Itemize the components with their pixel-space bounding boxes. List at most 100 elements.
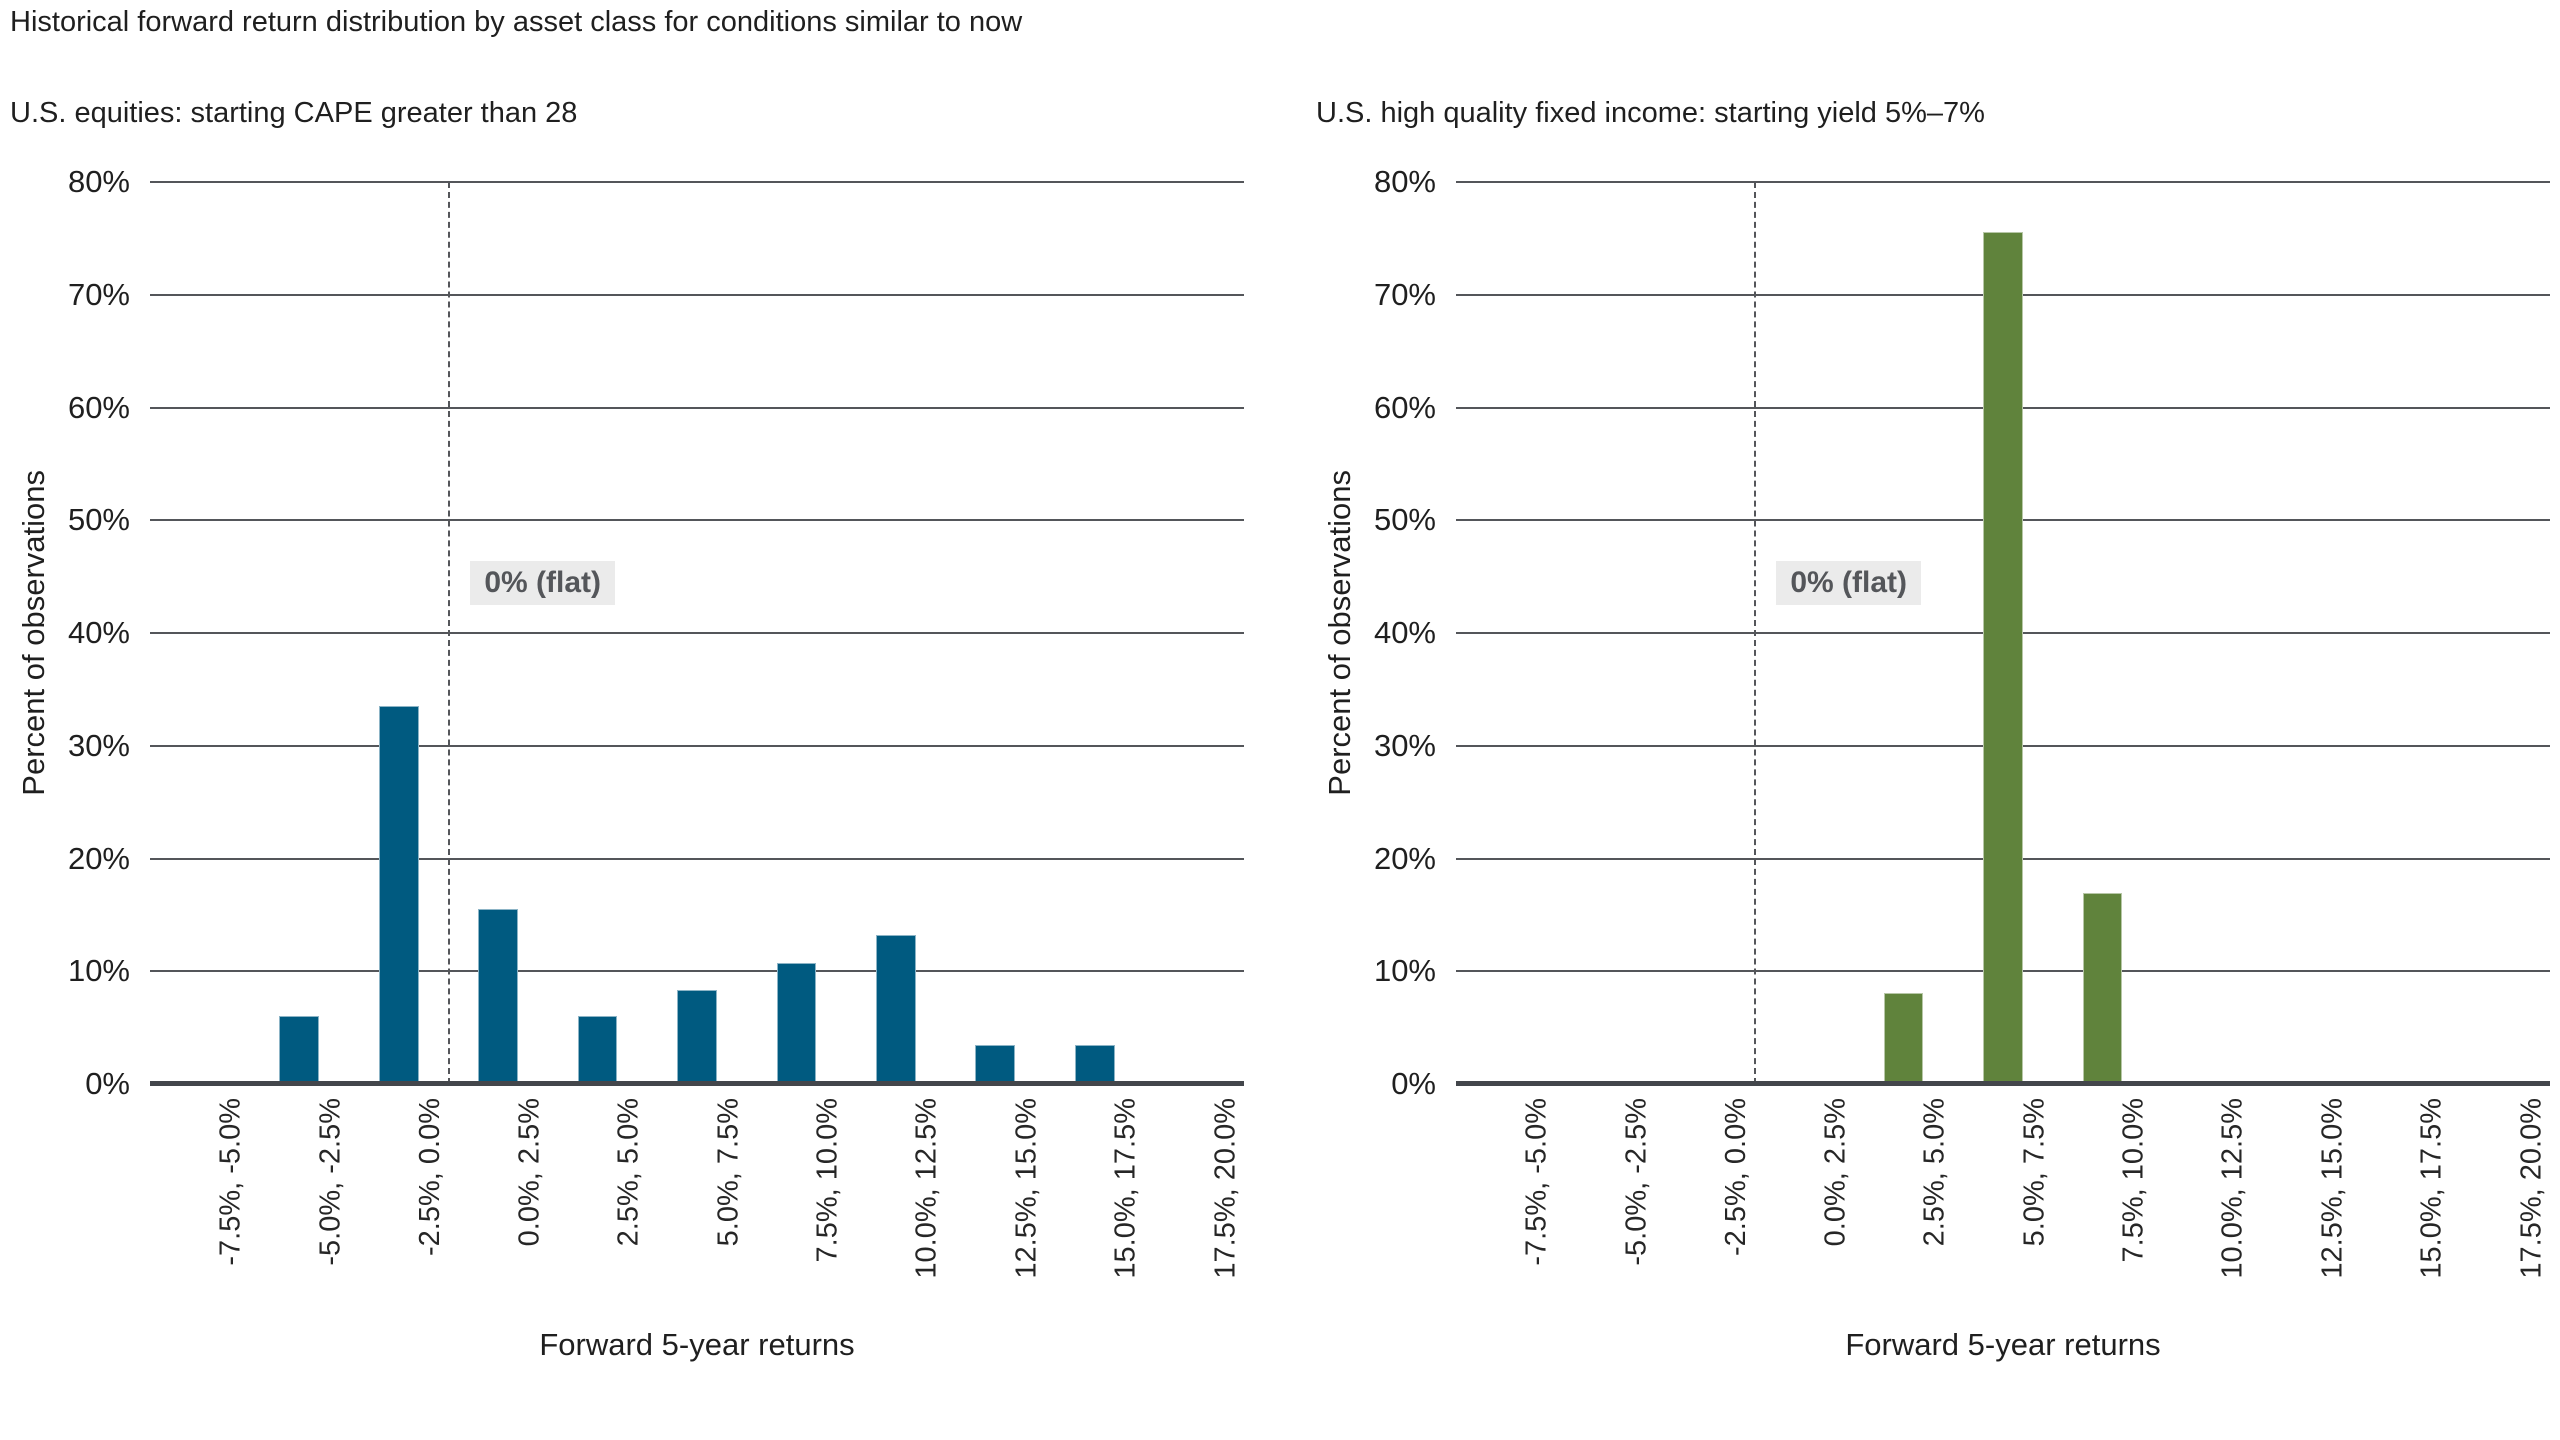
bar-5.0%, 7.5% [1983,231,2023,1084]
gridline [150,293,1244,296]
bar-cell [747,182,846,1084]
x-tick-label: -5.0%, -2.5% [1620,1098,1653,1266]
x-axis-labels: -7.5%, -5.0% -5.0%, -2.5% -2.5%, 0.0% 0.0%,… [1456,1084,2550,1299]
bar-cell [946,182,1045,1084]
x-label-cell: 0.0%, 2.5% [448,1084,547,1299]
x-tick-label: 2.5%, 5.0% [612,1098,645,1247]
x-label-cell: -5.0%, -2.5% [249,1084,348,1299]
x-tick-label: 5.0%, 7.5% [2018,1098,2050,1247]
x-label-cell: 17.5%, 20.0% [2451,1084,2550,1299]
y-tick-label: 60% [67,389,130,425]
bar--5.0%, -2.5% [279,1016,320,1084]
bars [1456,182,2550,1084]
x-tick-label: -5.0%, -2.5% [314,1098,347,1266]
chart-panel-equities: U.S. equities: starting CAPE greater tha… [10,97,1244,1369]
x-label-cell: 2.5%, 5.0% [1854,1084,1953,1299]
x-label-cell: 0.0%, 2.5% [1754,1084,1853,1299]
y-tick-label: 0% [85,1066,130,1101]
x-label-cell: 5.0%, 7.5% [1953,1084,2052,1299]
plot-area: 0% (flat) [150,181,1244,1086]
bar-cell [1655,182,1754,1084]
x-tick-label: 2.5%, 5.0% [1918,1098,1951,1247]
y-tick-label: 20% [1373,840,1436,876]
x-label-cell: -7.5%, -5.0% [150,1084,249,1299]
y-tick-label: 20% [67,840,130,876]
zero-reference-line [1754,182,1757,1084]
x-tick-label: 10.0%, 12.5% [910,1098,943,1279]
y-tick-label: 0% [1391,1066,1436,1101]
bars [150,182,1244,1084]
gridline [150,181,1244,183]
chart-fixed-income: Percent of observations 0% 10% 20% 30% 40% 50… [1316,164,2550,1369]
bar-cell [548,182,647,1084]
x-tick-label: -2.5%, 0.0% [413,1098,446,1256]
bar-cell [2053,182,2152,1084]
x-tick-label: 7.5%, 10.0% [811,1098,844,1263]
x-label-cell: -7.5%, -5.0% [1456,1084,1555,1299]
bar-15.0%, 17.5% [1074,1044,1115,1084]
chart-subtitle-fixed-income: U.S. high quality fixed income: starting… [1316,97,1985,129]
x-label-cell: 15.0%, 17.5% [2351,1084,2450,1299]
bar-cell [349,182,448,1084]
y-tick-label: 50% [1373,502,1436,538]
bar-7.5%, 10.0% [776,963,817,1084]
bar-cell [1045,182,1144,1084]
y-axis-title: Percent of observations [16,470,51,796]
bar-cell [1145,182,1244,1084]
gridline [1456,181,2550,183]
bar-cell [1953,182,2052,1084]
bar-cell [1754,182,1853,1084]
chart-panel-fixed-income: U.S. high quality fixed income: starting… [1316,97,2550,1369]
bar-10.0%, 12.5% [876,935,916,1084]
x-label-cell: 5.0%, 7.5% [647,1084,746,1299]
x-tick-label: 12.5%, 15.0% [1010,1098,1043,1279]
x-axis-baseline [1456,1081,2550,1086]
chart-subtitle-equities: U.S. equities: starting CAPE greater tha… [10,97,578,129]
bar-0.0%, 2.5% [478,909,518,1084]
x-axis-title: Forward 5-year returns [539,1327,855,1362]
x-label-cell: 2.5%, 5.0% [548,1084,647,1299]
x-label-cell: 10.0%, 12.5% [846,1084,945,1299]
x-label-cell: 15.0%, 17.5% [1045,1084,1144,1299]
x-tick-label: 15.0%, 17.5% [2415,1098,2448,1279]
x-label-cell: -2.5%, 0.0% [1655,1084,1754,1299]
y-tick-label: 30% [1373,727,1436,763]
x-label-cell: 12.5%, 15.0% [2252,1084,2351,1299]
gridline [150,857,1244,860]
bar-cell [249,182,348,1084]
charts-row: U.S. equities: starting CAPE greater tha… [10,97,2550,1369]
x-tick-label: 5.0%, 7.5% [712,1098,744,1247]
y-tick-label: 40% [1373,615,1436,650]
bar-cell [2451,182,2550,1084]
x-tick-label: 12.5%, 15.0% [2316,1098,2349,1279]
bar-cell [448,182,547,1084]
x-label-cell: 12.5%, 15.0% [946,1084,1045,1299]
x-axis-labels: -7.5%, -5.0% -5.0%, -2.5% -2.5%, 0.0% 0.0%,… [150,1084,1244,1299]
bar-5.0%, 7.5% [677,990,717,1084]
bar-cell [2152,182,2251,1084]
x-tick-label: 10.0%, 12.5% [2216,1098,2249,1279]
bar-cell [2252,182,2351,1084]
y-tick-label: 10% [1373,953,1436,989]
bar-cell [2351,182,2450,1084]
gridline [150,970,1244,973]
bar-2.5%, 5.0% [1883,992,1924,1084]
y-tick-label: 50% [67,502,130,538]
gridline [150,406,1244,409]
x-tick-label: 15.0%, 17.5% [1109,1098,1142,1279]
x-label-cell: 7.5%, 10.0% [747,1084,846,1299]
bar-12.5%, 15.0% [975,1044,1016,1084]
y-tick-label: 80% [67,164,130,199]
bar-cell [1456,182,1555,1084]
y-axis-title: Percent of observations [1322,470,1357,796]
y-tick-label: 40% [67,615,130,650]
y-tick-label: 70% [1373,276,1436,312]
bar-cell [150,182,249,1084]
x-tick-label: -2.5%, 0.0% [1719,1098,1752,1256]
chart-equities: Percent of observations 0% 10% 20% 30% 40% 50… [10,164,1244,1369]
x-tick-label: 0.0%, 2.5% [1819,1098,1852,1247]
y-axis: 0% 10% 20% 30% 40% 50% 60% 70% 80% [1364,164,1456,1101]
x-label-cell: -5.0%, -2.5% [1555,1084,1654,1299]
x-tick-label: 7.5%, 10.0% [2117,1098,2150,1263]
y-tick-label: 30% [67,727,130,763]
